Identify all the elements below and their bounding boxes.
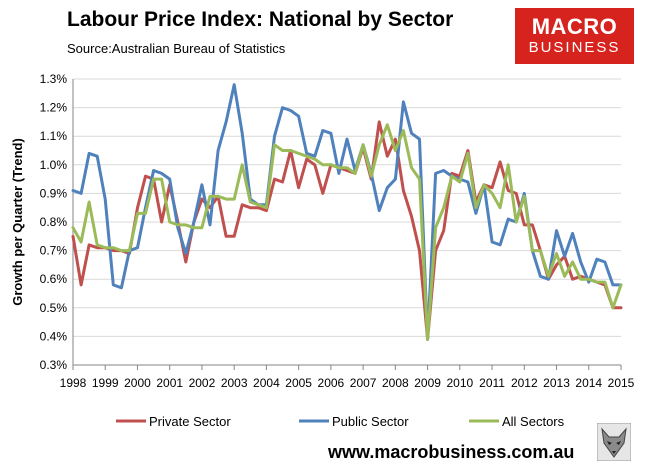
- x-tick-label: 2008: [382, 376, 409, 390]
- y-axis-label: Growth per Quarter (Trend): [10, 138, 25, 306]
- x-tick-label: 2005: [285, 376, 312, 390]
- x-tick-label: 2006: [318, 376, 345, 390]
- chart-title: Labour Price Index: National by Sector: [67, 8, 454, 31]
- series-line-private-sector: [71, 120, 623, 341]
- legend-label-private-sector: Private Sector: [149, 414, 231, 429]
- y-tick-label: 0.7%: [40, 244, 68, 258]
- logo-text-business: BUSINESS: [528, 39, 621, 56]
- series-line-public-sector: [71, 83, 623, 341]
- y-tick-label: 1.3%: [40, 72, 68, 86]
- y-tick-label: 0.4%: [40, 329, 68, 343]
- chart-source: Source:Australian Bureau of Statistics: [67, 41, 286, 56]
- macro-business-logo[interactable]: MACRO BUSINESS: [515, 8, 634, 64]
- x-tick-label: 2015: [608, 376, 635, 390]
- y-tick-label: 0.6%: [40, 272, 68, 286]
- series-line-all-sectors: [71, 123, 623, 341]
- x-tick-label: 2011: [479, 376, 505, 390]
- legend-label-all-sectors: All Sectors: [502, 414, 565, 429]
- x-tick-label: 2014: [575, 376, 602, 390]
- footer-url[interactable]: www.macrobusiness.com.au: [328, 442, 575, 462]
- x-tick-label: 2007: [350, 376, 377, 390]
- y-tick-label: 0.8%: [40, 215, 68, 229]
- x-tick-label: 2002: [189, 376, 216, 390]
- y-tick-label: 0.3%: [40, 358, 68, 372]
- x-tick-label: 2009: [414, 376, 441, 390]
- y-tick-label: 0.9%: [40, 186, 68, 200]
- x-tick-label: 2000: [124, 376, 151, 390]
- y-tick-label: 1.0%: [40, 158, 68, 172]
- x-tick-label: 2010: [446, 376, 473, 390]
- x-tick-label: 2013: [543, 376, 570, 390]
- legend-label-public-sector: Public Sector: [332, 414, 409, 429]
- x-tick-label: 2012: [511, 376, 538, 390]
- fox-icon: [597, 423, 631, 461]
- x-tick-label: 1999: [92, 376, 119, 390]
- logo-text-macro: MACRO: [531, 14, 618, 39]
- y-tick-label: 1.1%: [40, 129, 68, 143]
- y-tick-label: 1.2%: [40, 101, 68, 115]
- x-tick-label: 2003: [221, 376, 248, 390]
- x-tick-label: 1998: [60, 376, 87, 390]
- x-tick-label: 2004: [253, 376, 280, 390]
- x-tick-label: 2001: [156, 376, 183, 390]
- y-tick-label: 0.5%: [40, 301, 68, 315]
